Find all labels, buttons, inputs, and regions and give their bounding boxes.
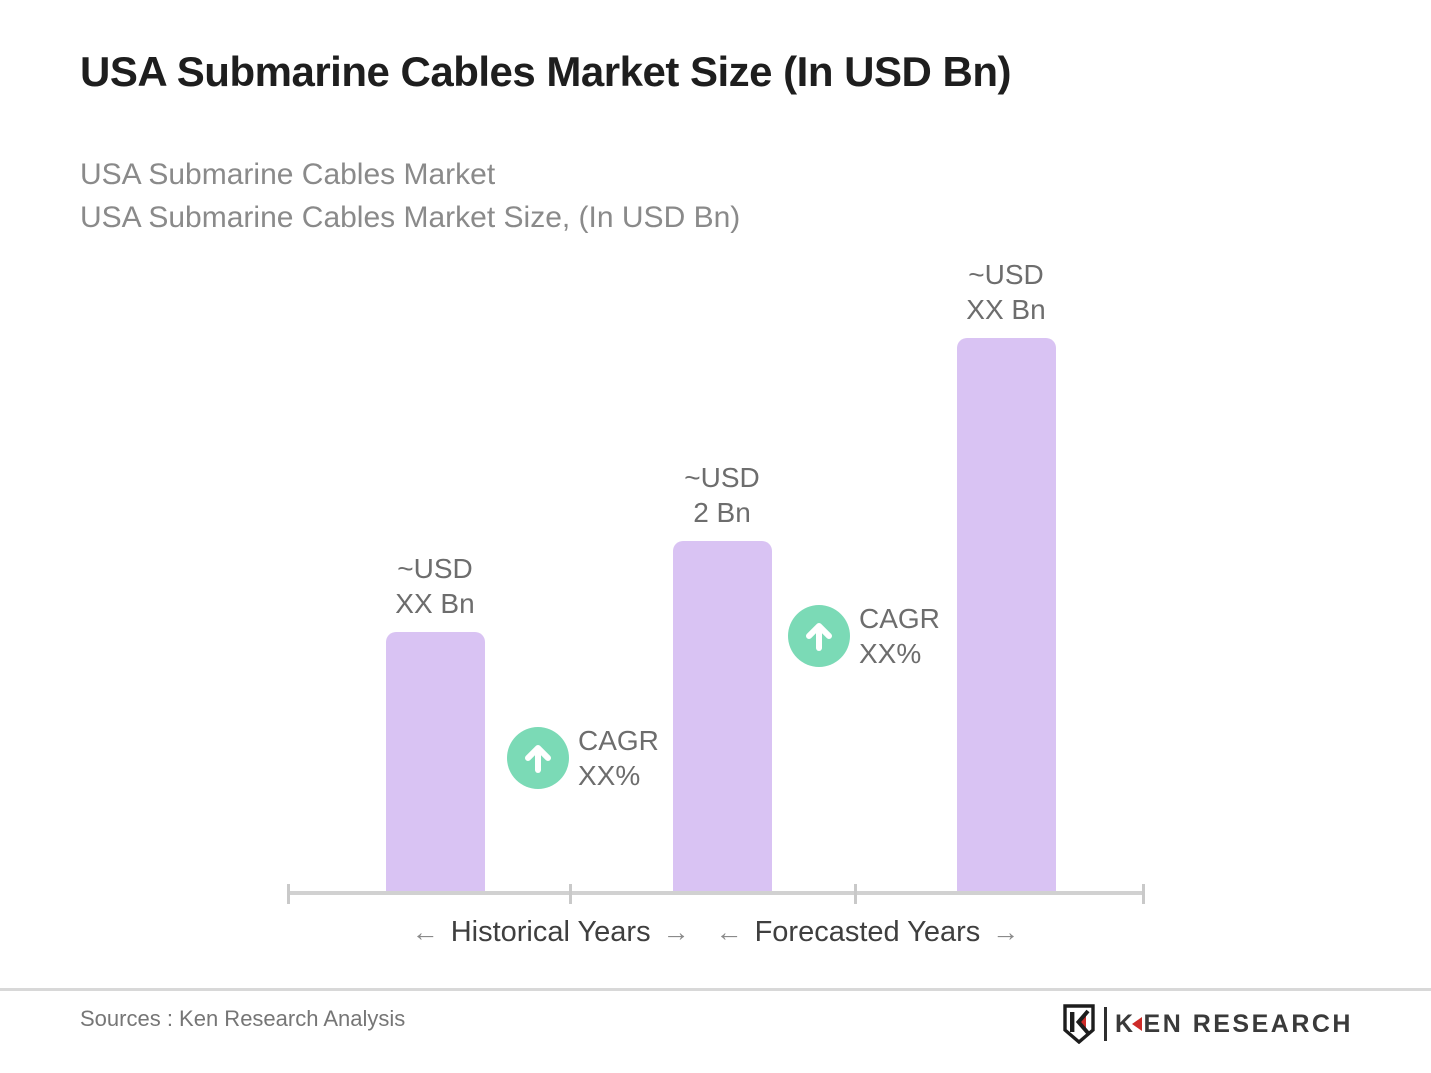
sources-text: Sources : Ken Research Analysis [80,1006,406,1031]
cagr-line1: CAGR [859,603,940,634]
bar-current [672,541,772,895]
axis-tick [568,884,572,904]
cagr-line1: CAGR [578,725,659,756]
subtitle-line-1: USA Submarine Cables Market [80,158,496,191]
up-arrow-icon [806,623,832,651]
logo-text-rest: EN RESEARCH [1143,1009,1353,1038]
up-arrow-icon [525,745,551,773]
red-triangle-icon [1131,1017,1142,1031]
bar-value-label: ~USD 2 Bn [684,460,759,530]
cagr-line2: XX% [859,638,922,669]
bar-value-line2: XX Bn [966,294,1046,325]
axis-segment-label: Historical Years [450,916,651,948]
ken-research-shield-icon [1063,1004,1095,1044]
chart-subtitle: USA Submarine Cables Market USA Submarin… [80,153,1080,239]
bar-value-line1: ~USD [684,462,760,493]
page-title: USA Submarine Cables Market Size (In USD… [80,48,1011,95]
right-arrow-icon: → [662,917,690,947]
cagr-badge [507,727,569,789]
axis-tick [1141,884,1145,904]
right-arrow-icon: → [992,917,1020,947]
axis-segment-label: Forecasted Years [754,916,981,948]
logo-wordmark: K EN RESEARCH [1115,1010,1353,1039]
axis-tick [286,884,290,904]
left-arrow-icon: ← [715,917,743,947]
cagr-label: CAGR XX% [859,601,940,671]
cagr-badge [788,605,850,667]
bar-historical [385,632,485,895]
bar-value-line1: ~USD [397,553,473,584]
left-arrow-icon: ← [411,917,439,947]
axis-tick [853,884,857,904]
x-axis-line [288,891,1143,895]
cagr-line2: XX% [578,760,641,791]
logo-letter-k: K [1114,1009,1136,1038]
bar-value-line2: 2 Bn [693,497,751,528]
cagr-label: CAGR XX% [578,723,659,793]
subtitle-line-2: USA Submarine Cables Market Size, (In US… [80,201,741,234]
axis-segment-forecasted: ← Forecasted Years → [716,916,1020,949]
bar-value-line1: ~USD [968,259,1044,290]
x-axis-labels: ← Historical Years → ← Forecasted Years … [288,916,1143,949]
logo-divider [1103,1007,1107,1041]
axis-segment-historical: ← Historical Years → [412,916,690,949]
ken-research-logo: K EN RESEARCH [1062,1004,1353,1044]
bar-forecast [956,338,1056,895]
footer-divider [0,988,1431,991]
bar-value-label: ~USD XX Bn [395,551,474,621]
bar-value-label: ~USD XX Bn [966,257,1045,327]
bar-value-line2: XX Bn [395,588,475,619]
